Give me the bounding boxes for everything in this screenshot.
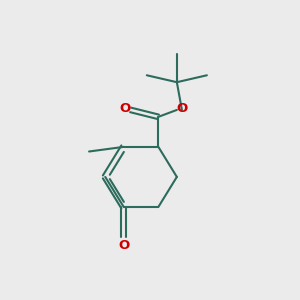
Text: O: O [176, 102, 188, 115]
Text: O: O [119, 102, 130, 115]
Text: O: O [118, 238, 129, 252]
